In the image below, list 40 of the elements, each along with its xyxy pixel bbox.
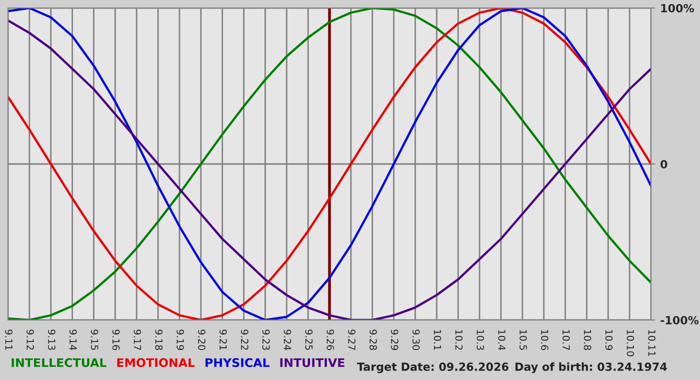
- x-tick-label: 9.17: [134, 330, 142, 350]
- x-tick-label: 9.29: [390, 330, 398, 350]
- x-tick-label: 10.10: [626, 330, 634, 356]
- x-tick-label: 9.22: [240, 330, 248, 350]
- x-tick-label: 9.12: [26, 330, 34, 350]
- x-tick-label: 9.14: [69, 330, 77, 350]
- x-tick-label: 10.6: [541, 330, 548, 350]
- text: PHYSICAL: [206, 358, 270, 368]
- x-tick-label: 9.20: [198, 330, 206, 350]
- x-tick-label: 9.15: [90, 330, 98, 350]
- x-tick-label: 9.25: [305, 330, 313, 350]
- x-tick-label: 10.3: [476, 330, 484, 350]
- text: INTELLECTUAL: [12, 358, 106, 368]
- x-tick-label: 10.5: [520, 330, 527, 350]
- x-tick-label: 10.11: [648, 330, 656, 356]
- x-tick-label: 9.18: [155, 330, 163, 350]
- x-tick-label: 10.1: [434, 330, 442, 350]
- text: INTUITIVE: [280, 358, 344, 368]
- y-tick-label: 0: [660, 160, 668, 168]
- x-tick-label: 10.9: [605, 330, 613, 350]
- text: Day of birth: 03.24.1974: [516, 362, 667, 374]
- text: Target Date: 09.26.2026: [357, 362, 508, 374]
- y-tick-label: 100%: [661, 4, 694, 12]
- x-tick-label: 10.4: [498, 330, 506, 350]
- x-tick-label: 10.7: [562, 330, 570, 350]
- y-tick-label: -100%: [660, 316, 699, 324]
- text: EMOTIONAL: [117, 358, 195, 368]
- x-tick-label: 9.27: [348, 330, 356, 350]
- x-tick-label: 9.28: [370, 330, 377, 350]
- x-tick-label: 10.2: [455, 330, 463, 350]
- x-tick-label: 9.13: [48, 330, 56, 350]
- x-tick-label: 9.21: [220, 330, 227, 350]
- x-tick-label: 9.30: [412, 330, 420, 350]
- x-tick-label: 9.16: [112, 330, 120, 350]
- x-tick-label: 9.26: [326, 330, 334, 350]
- x-tick-label: 10.8: [584, 330, 592, 350]
- x-tick-label: 9.11: [5, 330, 13, 350]
- x-tick-label: 9.19: [176, 330, 184, 350]
- x-tick-label: 9.23: [262, 330, 270, 350]
- x-tick-label: 9.24: [284, 330, 292, 350]
